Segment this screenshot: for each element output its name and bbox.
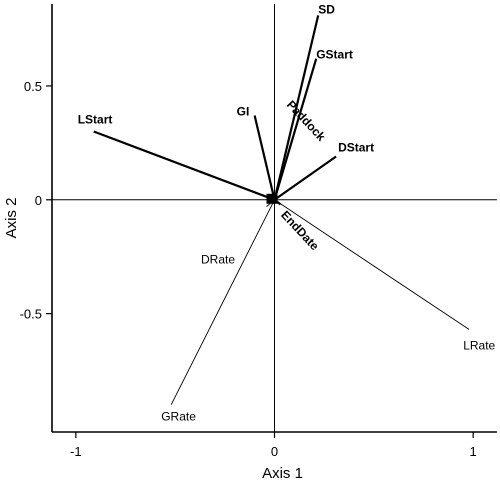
vector-lrate <box>274 199 470 330</box>
y-tick-label: 0.5 <box>24 79 42 94</box>
vector-label-dstart: DStart <box>338 141 374 155</box>
origin-marker <box>266 193 278 204</box>
x-tick-label: -1 <box>70 444 82 459</box>
vector-gstart <box>273 58 318 201</box>
vector-label-enddate: EndDate <box>278 208 322 253</box>
vector-lstart <box>93 130 275 201</box>
vector-dstart <box>273 155 337 201</box>
y-tick-label: 0 <box>35 193 42 208</box>
y-tick-label: -0.5 <box>20 307 42 322</box>
x-tick-label: 1 <box>470 444 477 459</box>
vector-label-drate: DRate <box>201 253 235 267</box>
vector-label-grate: GRate <box>161 410 196 424</box>
vector-label-gstart: GStart <box>316 48 353 62</box>
y-axis-title: Axis 2 <box>3 198 20 239</box>
vector-label-lrate: LRate <box>463 339 495 353</box>
vector-sd <box>273 15 320 201</box>
vector-gi <box>253 115 276 201</box>
vector-label-paddock: Paddock <box>284 98 329 144</box>
vector-grate <box>170 199 275 405</box>
x-axis-title: Axis 1 <box>262 465 303 482</box>
vector-label-sd: SD <box>318 2 335 16</box>
x-tick-label: 0 <box>271 444 278 459</box>
vector-label-gi: GI <box>237 105 250 119</box>
vector-label-lstart: LStart <box>78 112 113 126</box>
